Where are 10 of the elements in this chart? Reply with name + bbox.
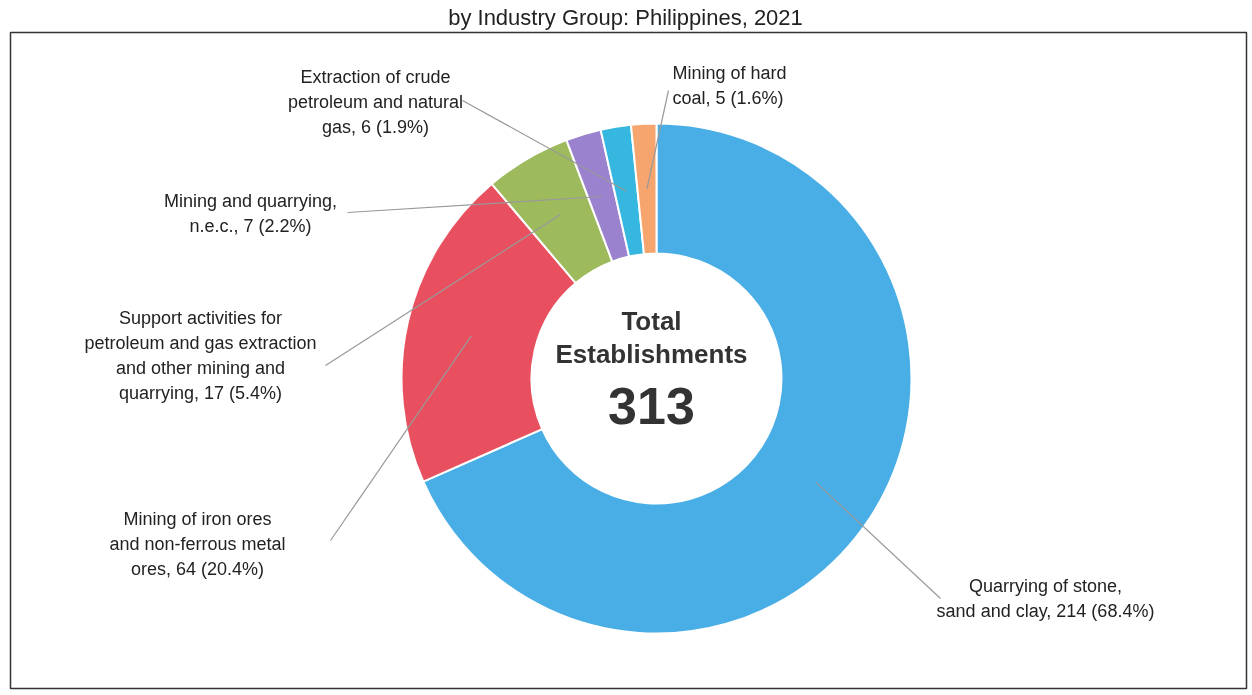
slice-label: Mining and quarrying, n.e.c., 7 (2.2%) [163,190,338,236]
slice-label: Mining of hard coal, 5 (1.6%) [672,62,787,108]
chart-title: by Industry Group: Philippines, 2021 [448,4,803,30]
slice-label: Support activities for petroleum and gas extraction and other mining and quarrying, 17 (5.4%) [84,307,317,403]
slice-label: Quarrying of stone, sand and clay, 214 (68.4%) [936,575,1155,621]
slice-label: Extraction of crude petroleum and natural gas, 6 (1.9%) [287,66,464,137]
text: 313 [608,376,695,435]
text: Establishments [555,338,748,369]
slice-label: Mining of iron ores and non-ferrous metal ores, 64 (20.4%) [109,508,286,579]
text: Total [621,305,682,336]
